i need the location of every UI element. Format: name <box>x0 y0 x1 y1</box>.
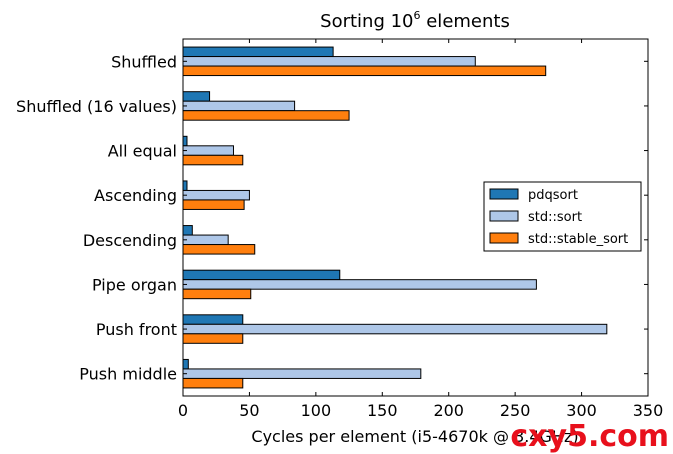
x-axis-label: Cycles per element (i5-4670k @ 3.4GHz) <box>251 427 578 446</box>
bar-std-sort-push-middle <box>182 368 422 379</box>
category-label: All equal <box>108 142 177 161</box>
watermark: cxy5.com <box>510 419 669 454</box>
legend-swatch <box>489 188 519 200</box>
legend-label: pdqsort <box>528 188 578 203</box>
x-tick-label: 350 <box>633 401 664 420</box>
bar-std-stable-sort-ascending <box>182 199 245 210</box>
x-tick-label: 200 <box>433 401 464 420</box>
bar-std-sort-pipe-organ <box>182 279 537 290</box>
bar-pdqsort-shuffled <box>182 46 334 58</box>
legend-swatch <box>489 210 519 222</box>
category-label: Ascending <box>94 186 177 205</box>
x-tick-label: 300 <box>566 401 597 420</box>
bar-pdqsort-pipe-organ <box>182 269 341 281</box>
x-tick-label: 0 <box>178 401 188 420</box>
bar-std-stable-sort-descending <box>182 244 256 255</box>
bar-pdqsort-push-middle <box>182 358 189 370</box>
bar-pdqsort-all-equal <box>182 135 188 147</box>
bar-std-stable-sort-shuffled-16-values- <box>182 110 350 121</box>
category-label: Push front <box>96 320 177 339</box>
bar-std-stable-sort-push-front <box>182 333 244 344</box>
bar-pdqsort-push-front <box>182 314 244 325</box>
chart-title: Sorting 106 elements <box>320 9 510 32</box>
bar-std-sort-shuffled-16-values- <box>182 100 296 112</box>
x-tick-label: 250 <box>500 401 531 420</box>
bar-std-sort-push-front <box>182 323 608 335</box>
category-label: Shuffled <box>111 52 177 71</box>
category-label: Shuffled (16 values) <box>16 97 177 116</box>
category-labels: Shuffled Shuffled (16 values) All equal Asc… <box>16 52 648 384</box>
bar-std-sort-descending <box>182 234 229 246</box>
bar-std-stable-sort-shuffled <box>182 65 547 77</box>
category-label: Pipe organ <box>92 275 177 294</box>
legend-swatch <box>489 232 519 244</box>
x-ticks: 0 50 100 150 200 250 300 350 <box>178 39 663 420</box>
bar-std-sort-ascending <box>182 189 250 201</box>
bar-std-stable-sort-push-middle <box>182 377 244 389</box>
bars-group <box>182 46 608 389</box>
bar-std-stable-sort-all-equal <box>182 154 244 166</box>
bar-std-sort-shuffled <box>182 56 476 67</box>
x-tick-label: 100 <box>301 401 332 420</box>
bar-std-stable-sort-pipe-organ <box>182 288 252 300</box>
category-label: Descending <box>83 231 177 250</box>
legend-label: std::stable_sort <box>528 232 628 247</box>
legend-label: std::sort <box>528 210 582 225</box>
bar-std-sort-all-equal <box>182 145 234 156</box>
bar-pdqsort-shuffled-16-values- <box>182 91 211 102</box>
plot-frame <box>182 38 649 397</box>
bar-pdqsort-ascending <box>182 180 188 191</box>
category-label: Push middle <box>79 365 177 384</box>
x-tick-label: 50 <box>239 401 259 420</box>
x-tick-label: 150 <box>367 401 398 420</box>
bar-pdqsort-descending <box>182 225 193 236</box>
